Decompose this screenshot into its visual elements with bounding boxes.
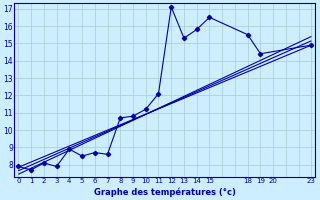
X-axis label: Graphe des températures (°c): Graphe des températures (°c): [94, 187, 236, 197]
